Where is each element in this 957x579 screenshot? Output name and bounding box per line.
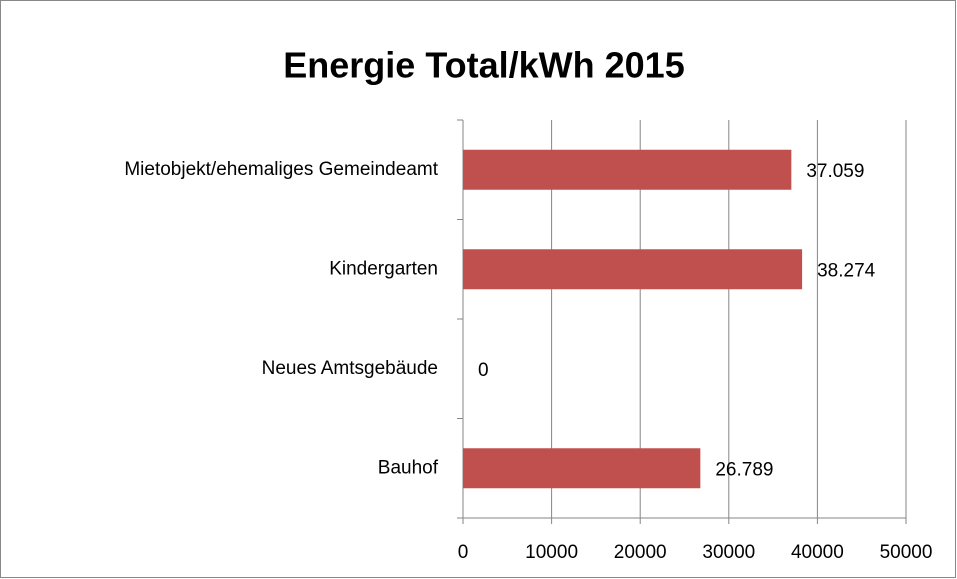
x-tick-label: 10000 [525,542,578,563]
x-tick-label: 20000 [614,542,667,563]
y-tick-label: Neues Amtsgebäude [262,358,438,379]
value-label: 26.789 [715,459,773,480]
value-label: 38.274 [817,260,876,281]
bar [463,249,803,290]
chart-title: Energie Total/kWh 2015 [283,45,684,86]
bar [463,149,792,190]
x-tick-label: 30000 [702,542,755,563]
x-tick-label: 50000 [880,542,933,563]
y-tick-label: Bauhof [378,457,439,478]
value-label: 37.059 [806,161,864,182]
x-tick-label: 40000 [791,542,844,563]
y-tick-label: Kindergarten [329,258,438,279]
bar [463,448,701,489]
y-tick-label: Mietobjekt/ehemaliges Gemeindeamt [124,159,438,180]
x-tick-label: 0 [458,542,469,563]
value-label: 0 [478,360,489,381]
